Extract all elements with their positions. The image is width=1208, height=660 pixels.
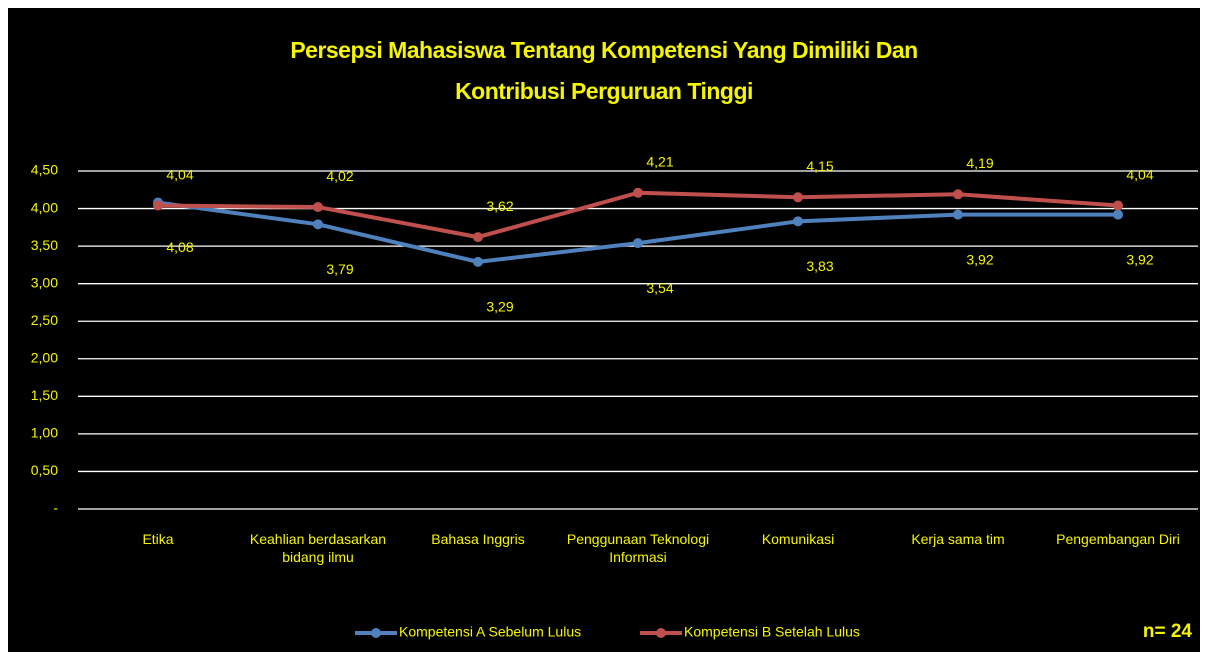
data-label: 4,21 bbox=[646, 153, 673, 169]
data-label: 3,29 bbox=[486, 299, 513, 315]
data-label: 3,62 bbox=[486, 198, 513, 214]
y-tick-label: 1,00 bbox=[31, 425, 58, 441]
y-tick-label: 1,50 bbox=[31, 387, 58, 403]
chart-title-box: Persepsi Mahasiswa Tentang Kompetensi Ya… bbox=[290, 37, 918, 104]
data-label: 4,08 bbox=[166, 239, 193, 255]
data-label: 3,54 bbox=[646, 280, 673, 296]
x-tick-label-box: Etika bbox=[142, 531, 174, 547]
legend-label: Kompetensi B Setelah Lulus bbox=[684, 624, 860, 640]
data-point bbox=[153, 200, 163, 211]
y-tick-label: 2,50 bbox=[31, 312, 58, 328]
data-point bbox=[793, 192, 803, 203]
x-tick-label: Komunikasi bbox=[761, 531, 835, 547]
data-point bbox=[1113, 200, 1123, 211]
data-label: 4,15 bbox=[806, 158, 833, 174]
annotation: n= 24 bbox=[1143, 621, 1193, 642]
y-tick-label: 0,50 bbox=[31, 462, 58, 478]
data-label: 3,79 bbox=[326, 261, 353, 277]
x-tick-label-box: Penggunaan Teknologi Informasi bbox=[566, 531, 710, 565]
y-tick-label: 4,00 bbox=[31, 199, 58, 215]
data-label: 3,92 bbox=[1126, 251, 1153, 267]
x-tick-label: Kerja sama tim bbox=[911, 531, 1005, 547]
legend-label: Kompetensi A Sebelum Lulus bbox=[399, 624, 581, 640]
y-tick-label: 2,00 bbox=[31, 349, 58, 365]
data-label: 4,04 bbox=[166, 166, 193, 182]
data-point bbox=[633, 238, 643, 249]
x-tick-label: Bahasa Inggris bbox=[431, 531, 525, 547]
data-point bbox=[313, 202, 323, 213]
x-tick-label: Etika bbox=[142, 531, 174, 547]
x-tick-label-box: Keahlian berdasarkan bidang ilmu bbox=[249, 531, 387, 565]
data-point bbox=[313, 219, 323, 230]
x-tick-label-box: Komunikasi bbox=[761, 531, 835, 547]
y-tick-label: 3,00 bbox=[31, 274, 58, 290]
data-point bbox=[953, 209, 963, 220]
chart-background bbox=[8, 8, 1200, 652]
legend-marker bbox=[371, 628, 381, 638]
x-tick-label: Keahlian berdasarkan bidang ilmu bbox=[249, 531, 387, 565]
data-point bbox=[793, 216, 803, 227]
chart-title: Persepsi Mahasiswa Tentang Kompetensi Ya… bbox=[290, 37, 918, 104]
data-point bbox=[1113, 209, 1123, 220]
data-point bbox=[473, 232, 483, 243]
x-tick-label-box: Pengembangan Diri bbox=[1056, 531, 1180, 547]
data-label: 3,83 bbox=[806, 258, 833, 274]
data-label: 3,92 bbox=[966, 251, 993, 267]
data-point bbox=[633, 187, 643, 198]
y-tick-label: 4,50 bbox=[31, 162, 58, 178]
x-tick-label: Pengembangan Diri bbox=[1056, 531, 1180, 547]
data-label: 4,02 bbox=[326, 168, 353, 184]
data-point bbox=[473, 256, 483, 267]
legend-marker bbox=[656, 628, 666, 638]
x-tick-label-box: Kerja sama tim bbox=[911, 531, 1005, 547]
x-tick-label-box: Bahasa Inggris bbox=[431, 531, 525, 547]
data-point bbox=[953, 189, 963, 200]
data-label: 4,04 bbox=[1126, 166, 1153, 182]
data-label: 4,19 bbox=[966, 155, 993, 171]
y-tick-label: 3,50 bbox=[31, 237, 58, 253]
y-tick-label: - bbox=[53, 500, 58, 516]
x-tick-label: Penggunaan Teknologi Informasi bbox=[566, 531, 710, 565]
